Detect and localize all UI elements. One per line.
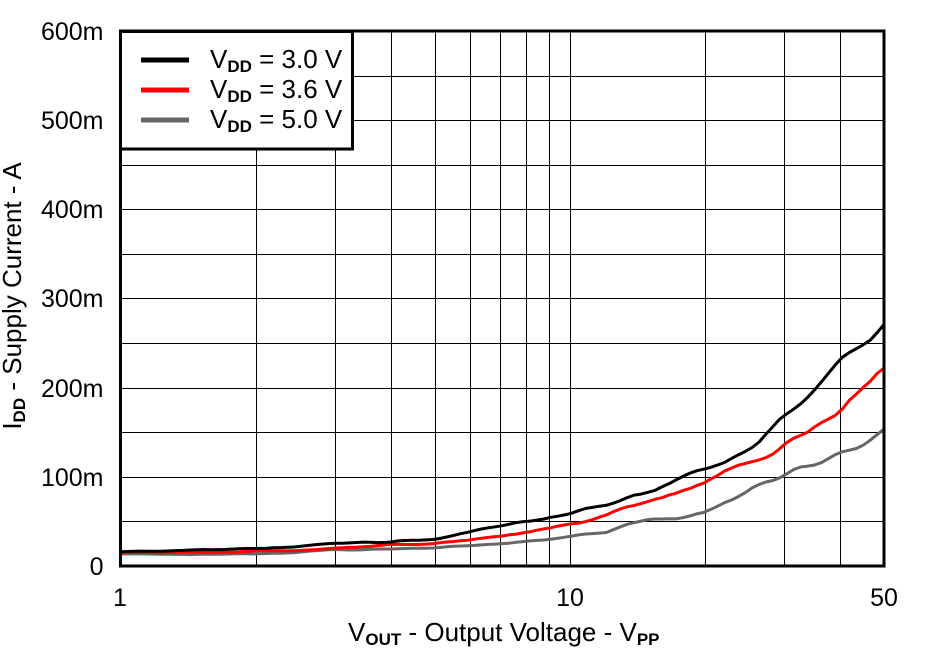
svg-text:VDD = 3.6 V: VDD = 3.6 V: [210, 74, 343, 106]
svg-text:50: 50: [870, 584, 898, 612]
svg-text:600m: 600m: [41, 18, 104, 46]
svg-text:VDD = 5.0 V: VDD = 5.0 V: [210, 104, 343, 136]
svg-text:0: 0: [90, 553, 104, 581]
svg-text:100m: 100m: [41, 464, 104, 492]
svg-text:300m: 300m: [41, 285, 104, 313]
svg-text:500m: 500m: [41, 107, 104, 135]
svg-text:VOUT - Output Voltage - VPP: VOUT - Output Voltage - VPP: [348, 617, 660, 649]
svg-text:1: 1: [113, 584, 127, 612]
svg-text:200m: 200m: [41, 375, 104, 403]
svg-text:IDD - Supply Current - A: IDD - Supply Current - A: [0, 162, 29, 430]
svg-text:10: 10: [556, 584, 584, 612]
svg-text:400m: 400m: [41, 196, 104, 224]
